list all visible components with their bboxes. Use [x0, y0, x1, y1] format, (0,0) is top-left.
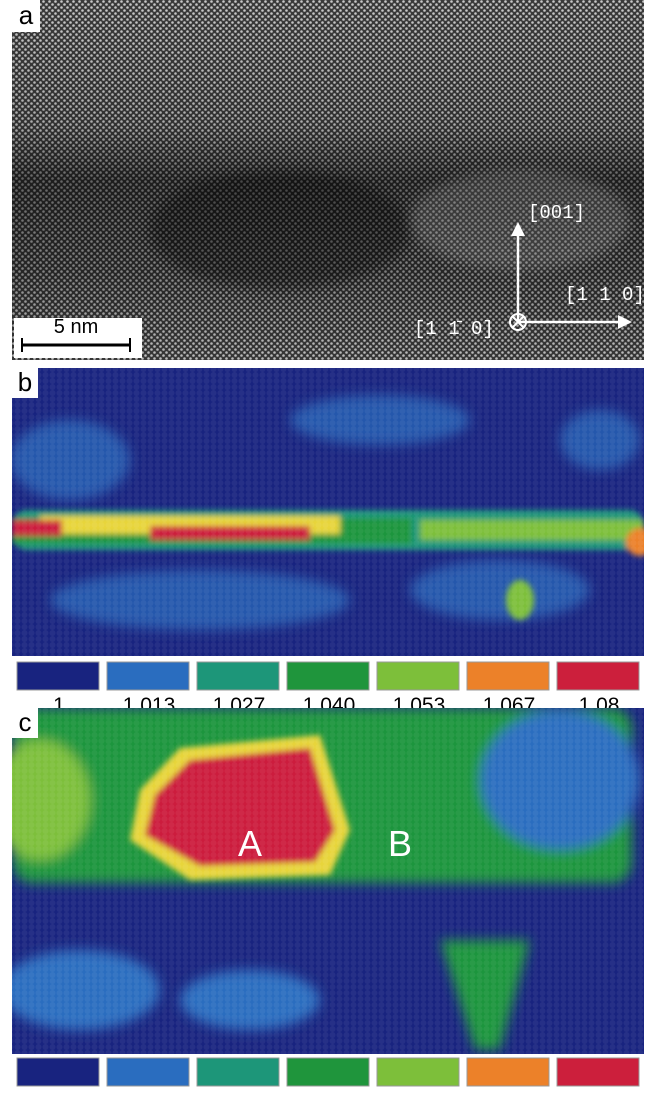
direction-label: [1 1̄ 0] — [414, 318, 494, 340]
scale-bar-label: 5 nm — [54, 316, 98, 338]
direction-label: [1 1 0] — [565, 284, 645, 306]
colorbar-swatch — [197, 1058, 279, 1086]
colorbar-swatch — [377, 662, 459, 690]
figure: a 5 nm [001] [1 1 0] [1 1̄ 0] — [0, 0, 654, 1093]
colorbar-swatch — [17, 1058, 99, 1086]
colorbar-swatch — [287, 1058, 369, 1086]
panel-label: c — [19, 707, 32, 737]
colorbar-swatch — [197, 662, 279, 690]
colorbar-swatch — [557, 1058, 639, 1086]
direction-label: [001] — [528, 202, 585, 224]
strain-map — [10, 368, 654, 656]
colorbar-swatch — [467, 1058, 549, 1086]
colorbar-swatch — [557, 662, 639, 690]
panel-label: b — [18, 367, 32, 397]
colorbar-swatch — [287, 662, 369, 690]
region-label: A — [238, 823, 262, 864]
tem-image — [12, 0, 644, 360]
colorbar-swatch — [17, 662, 99, 690]
colorbar: 00.0670.1330.20.2670.3330.4 — [17, 1058, 639, 1093]
colorbar-swatch — [107, 662, 189, 690]
colorbar-swatch — [467, 662, 549, 690]
panel-label: a — [19, 0, 34, 30]
colorbar-swatch — [377, 1058, 459, 1086]
region-label: B — [388, 823, 412, 864]
concentration-map — [0, 708, 644, 1054]
colorbar-swatch — [107, 1058, 189, 1086]
